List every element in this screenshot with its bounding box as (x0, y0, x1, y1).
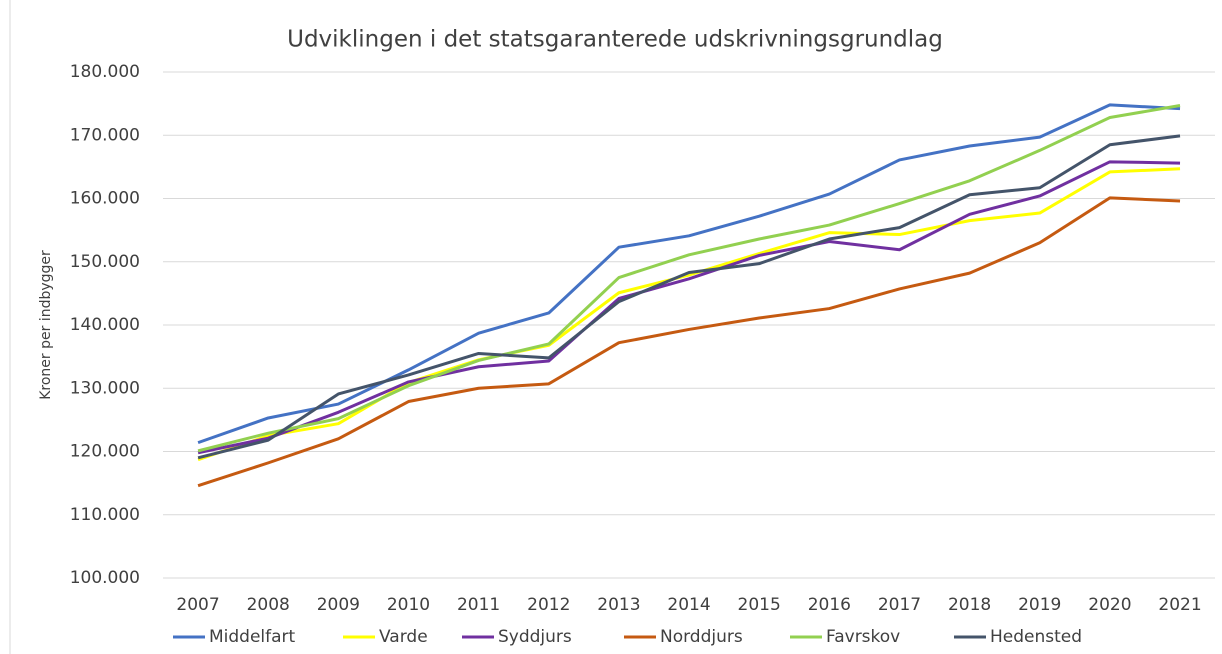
legend-label: Syddjurs (498, 627, 572, 647)
chart-title: Udviklingen i det statsgaranterede udskr… (287, 27, 943, 53)
x-tick-label: 2008 (247, 595, 290, 615)
x-tick-label: 2009 (317, 595, 360, 615)
y-tick-label: 110.000 (70, 505, 140, 525)
series-line (197, 167, 1181, 462)
legend-label: Varde (379, 627, 428, 647)
y-tick-label: 140.000 (70, 315, 140, 335)
series-line (197, 103, 1181, 445)
series-line (197, 134, 1181, 460)
x-tick-label: 2007 (176, 595, 219, 615)
x-tick-label: 2019 (1018, 595, 1061, 615)
y-tick-label: 180.000 (70, 62, 140, 82)
y-tick-label: 100.000 (70, 568, 140, 588)
x-tick-label: 2021 (1158, 595, 1201, 615)
legend-label: Hedensted (990, 627, 1082, 647)
x-tick-label: 2014 (667, 595, 710, 615)
x-tick-label: 2016 (808, 595, 851, 615)
y-tick-label: 120.000 (70, 442, 140, 462)
x-tick-label: 2011 (457, 595, 500, 615)
series-line (197, 104, 1181, 453)
series-line (197, 196, 1181, 488)
x-tick-label: 2010 (387, 595, 430, 615)
y-axis-label: Kroner per indbygger (38, 250, 54, 400)
x-tick-label: 2020 (1088, 595, 1131, 615)
legend-label: Norddjurs (660, 627, 743, 647)
x-tick-label: 2015 (738, 595, 781, 615)
legend-label: Favrskov (826, 627, 900, 647)
legend-label: Middelfart (209, 627, 296, 647)
x-tick-label: 2012 (527, 595, 570, 615)
x-tick-label: 2018 (948, 595, 991, 615)
x-tick-label: 2013 (597, 595, 640, 615)
y-tick-label: 150.000 (70, 252, 140, 272)
y-tick-label: 160.000 (70, 189, 140, 209)
series-line (197, 160, 1181, 455)
y-tick-label: 170.000 (70, 125, 140, 145)
x-tick-label: 2017 (878, 595, 921, 615)
y-tick-label: 130.000 (70, 378, 140, 398)
